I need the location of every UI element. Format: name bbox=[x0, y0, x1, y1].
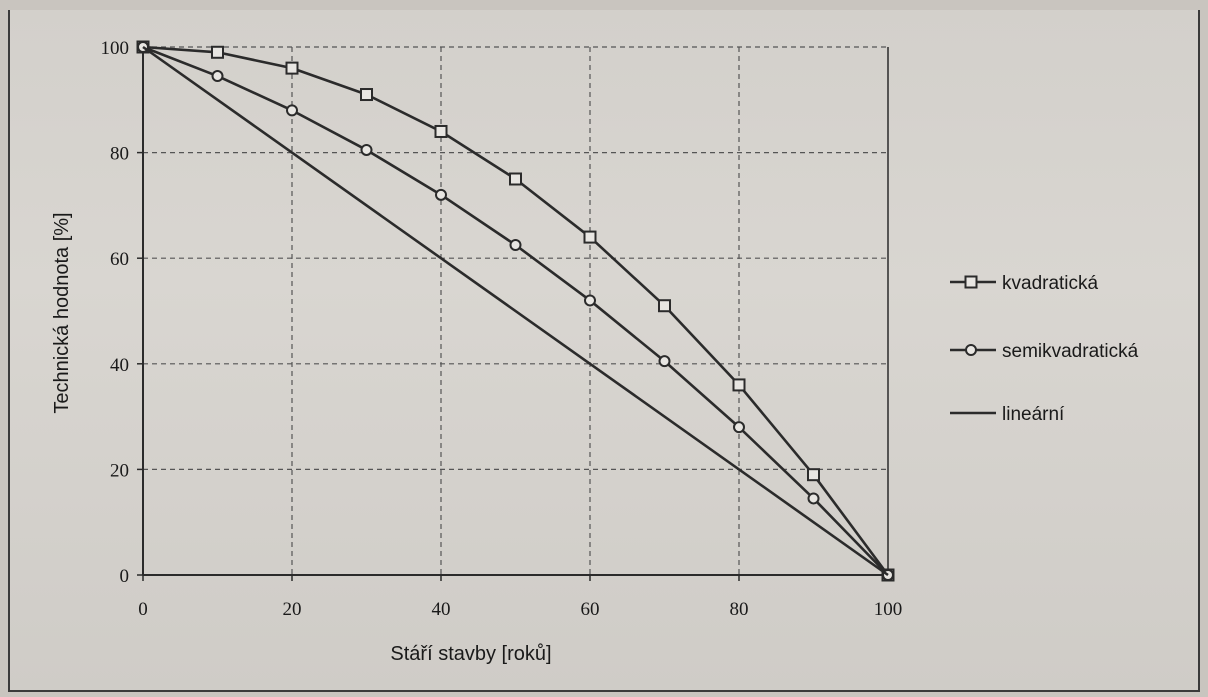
legend-label: lineární bbox=[1002, 404, 1065, 425]
legend-item: kvadratická bbox=[950, 273, 1099, 294]
data-point-marker bbox=[509, 172, 522, 186]
axes-layer bbox=[137, 46, 889, 581]
legend-item: semikvadratická bbox=[950, 341, 1139, 362]
grid-layer bbox=[143, 46, 888, 575]
legend-label: kvadratická bbox=[1002, 273, 1099, 294]
data-point-marker bbox=[807, 492, 820, 505]
legend-label: semikvadratická bbox=[1002, 341, 1139, 362]
data-point-marker bbox=[435, 188, 447, 201]
data-point-marker bbox=[434, 124, 448, 138]
series-line bbox=[142, 45, 889, 577]
x-tick-label: 60 bbox=[581, 599, 600, 620]
series-3 bbox=[142, 45, 889, 577]
y-tick-label: 20 bbox=[110, 460, 129, 481]
data-point-marker bbox=[211, 70, 224, 83]
data-point-marker bbox=[285, 61, 299, 75]
data-point-marker bbox=[807, 468, 820, 482]
x-tick-label: 100 bbox=[874, 599, 903, 620]
legend-item: lineární bbox=[950, 404, 1065, 425]
y-tick-label: 100 bbox=[101, 38, 130, 59]
x-tick-label: 20 bbox=[283, 599, 302, 620]
legend-marker bbox=[964, 275, 978, 289]
y-tick-label: 80 bbox=[110, 144, 129, 165]
data-point-marker bbox=[584, 294, 596, 307]
series-2 bbox=[137, 41, 894, 581]
data-point-marker bbox=[360, 143, 373, 156]
y-tick-label: 40 bbox=[110, 355, 129, 376]
x-tick-label: 80 bbox=[730, 599, 749, 620]
data-point-marker bbox=[509, 239, 522, 251]
data-point-marker bbox=[658, 299, 671, 313]
x-axis-title: Stáří stavby [roků] bbox=[390, 643, 551, 665]
data-point-marker bbox=[733, 421, 745, 434]
tick-label-layer: 0 20 40 60 80 100 0 20 40 60 80 100 bbox=[101, 38, 903, 620]
series-1 bbox=[136, 40, 895, 582]
data-point-marker bbox=[211, 45, 224, 59]
data-point-marker bbox=[732, 378, 746, 392]
chart-page: 0 20 40 60 80 100 0 20 40 60 80 100 Stáří stavby [r… bbox=[8, 10, 1200, 692]
legend-marker bbox=[965, 344, 977, 356]
legend: kvadratická semikvadratická lineární bbox=[950, 273, 1139, 425]
line-chart: 0 20 40 60 80 100 0 20 40 60 80 100 Stáří stavby [r… bbox=[51, 38, 1139, 665]
data-point-marker bbox=[658, 355, 671, 368]
data-point-marker bbox=[583, 230, 597, 244]
data-point-marker bbox=[286, 104, 298, 117]
series-layer bbox=[136, 40, 895, 582]
y-tick-label: 60 bbox=[110, 249, 129, 270]
data-point-marker bbox=[360, 88, 373, 102]
x-tick-label: 40 bbox=[432, 599, 451, 620]
y-axis-title: Technická hodnota [%] bbox=[51, 212, 73, 413]
y-tick-label: 0 bbox=[120, 566, 130, 587]
x-tick-label: 0 bbox=[138, 599, 148, 620]
